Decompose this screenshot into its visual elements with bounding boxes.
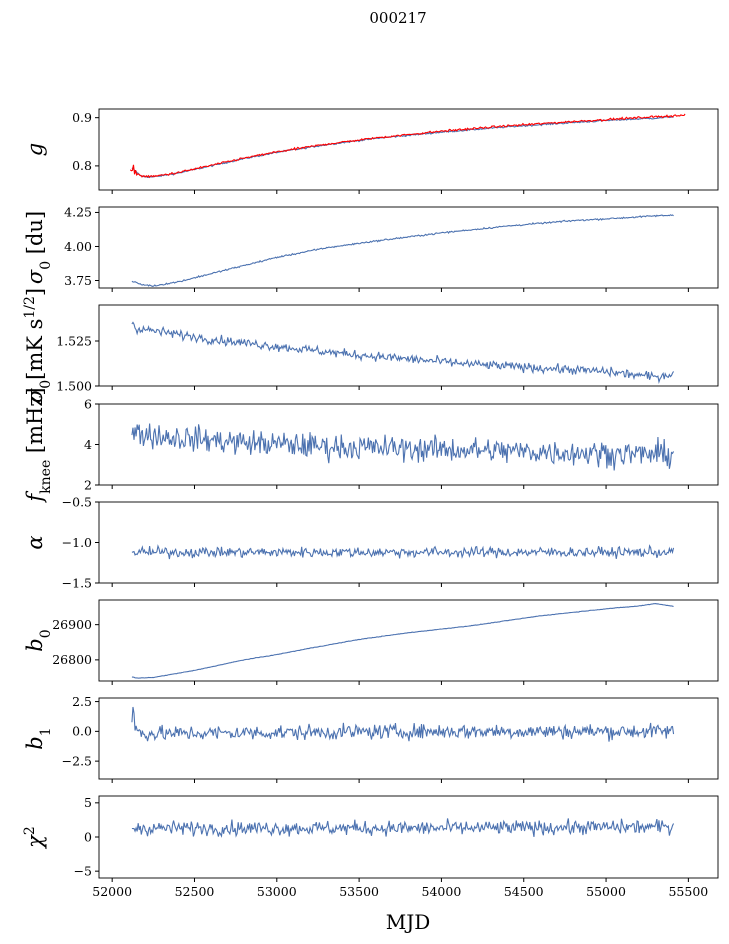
series-line-1 [131,214,674,287]
y-tick-label: −2.5 [62,753,92,768]
y-axis-label: σ0 [du] [23,211,54,284]
series-line-1 [131,423,675,471]
x-tick-label: 54500 [504,884,544,899]
y-tick-label: 4 [84,437,92,452]
series-line-1 [131,115,674,178]
y-tick-label: −0.5 [62,494,92,509]
y-axis-label: χ2 [22,826,47,850]
x-tick-label: 55500 [668,884,708,899]
axes-frame [98,501,719,584]
y-tick-label: 2 [84,477,92,492]
y-tick-label: 2.5 [72,694,92,709]
x-tick-label: 52500 [175,884,215,899]
y-tick-label: 0.8 [72,158,92,173]
panels: 0.8 0.9 g 3.75 4.00 4.25 σ0 [du] 1.500 1.525σ0[m… [22,108,719,899]
y-tick-label: 6 [84,396,92,411]
y-tick-label: 1.525 [56,333,92,348]
y-tick-label: 0.9 [72,110,92,125]
axes-frame [98,206,719,289]
y-axis-label: σ0[mK s1/2] [22,288,54,403]
y-tick-label: 26900 [52,617,92,632]
x-tick-label: 53500 [339,884,379,899]
series-line-1 [131,818,675,838]
panel-5: −1.5 −1.0 −0.5 α [23,494,719,590]
series-line-1 [131,544,675,560]
y-tick-label: 1.500 [56,378,92,393]
panel-7: −2.5 0.0 2.5 b1 [23,694,719,783]
panel-8: −5 0 5 52000 52500 53000 53500 54000 54500 55000 5… [22,795,719,899]
y-axis-label: fknee [mHz] [23,387,54,503]
y-tick-label: 0.0 [72,724,92,739]
y-tick-label: 5 [84,795,92,810]
y-tick-label: 26800 [52,652,92,667]
axes-frame [98,304,719,387]
y-tick-label: 3.75 [64,273,92,288]
axes-frame [98,599,719,682]
y-axis-label: b0 [23,629,54,651]
y-tick-label: −1.5 [62,575,92,590]
y-tick-label: 4.00 [64,239,92,254]
y-axis-label: g [23,143,47,156]
y-tick-label: 4.25 [64,205,92,220]
figure-title: 000217 [369,9,426,27]
series-line-1 [131,706,675,742]
axes-frame [98,697,719,780]
panel-1: 0.8 0.9 g [23,108,719,194]
series-line-1 [131,321,675,385]
axes-frame [98,795,719,879]
series-line-1 [131,603,674,679]
x-tick-label: 53000 [257,884,297,899]
y-tick-label: −1.0 [62,535,92,550]
x-tick-label: 52000 [92,884,132,899]
x-axis-label: MJD [386,910,431,934]
x-tick-label: 54000 [422,884,462,899]
y-axis-label: α [23,535,47,549]
x-tick-label: 55000 [586,884,626,899]
y-tick-label: 0 [84,829,92,844]
series-line-2 [129,113,686,179]
axes-frame [98,108,719,191]
y-axis-label: b1 [23,727,54,749]
y-tick-label: −5 [74,863,92,878]
panel-2: 3.75 4.00 4.25 σ0 [du] [23,205,719,292]
panel-4: 2 4 6 fknee [mHz] [23,387,719,504]
